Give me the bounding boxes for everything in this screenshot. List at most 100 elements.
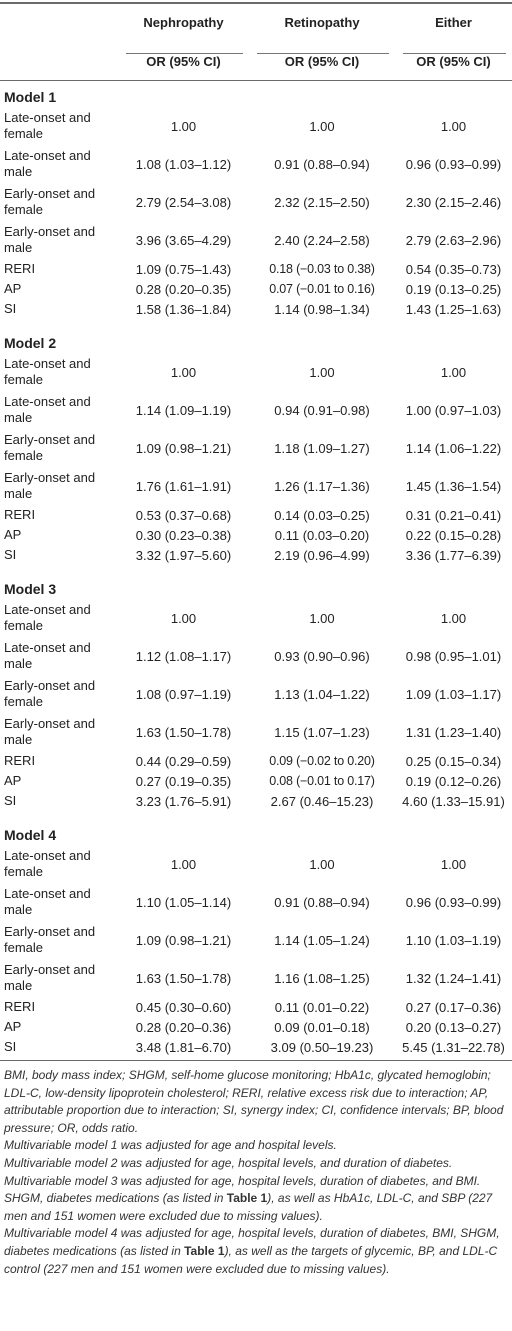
header-rule bbox=[0, 80, 512, 81]
table1-reference: Table 1 bbox=[184, 1243, 225, 1258]
row-label: Early-onset and male bbox=[4, 224, 96, 255]
cell-retinopathy: 1.00 bbox=[309, 118, 335, 134]
table-row: SI 3.48 (1.81–6.70) 3.09 (0.50–19.23) 5.45 … bbox=[0, 1037, 512, 1057]
table-row: AP 0.28 (0.20–0.36) 0.09 (0.01–0.18) 0.20 (… bbox=[0, 1017, 512, 1037]
model-section: Model 4 Late-onset and female 1.00 1.00 1.00… bbox=[0, 819, 512, 1057]
cell-nephropathy: 1.00 bbox=[170, 118, 197, 134]
cell-retinopathy: 0.93 (0.90–0.96) bbox=[274, 648, 370, 664]
cell-nephropathy: 1.63 (1.50–1.78) bbox=[135, 724, 232, 740]
model-title: Model 1 bbox=[4, 89, 57, 105]
cell-nephropathy: 3.32 (1.97–5.60) bbox=[135, 547, 232, 563]
row-label: Early-onset and male bbox=[4, 962, 96, 993]
cell-retinopathy: 0.18 (−0.03 to 0.38) bbox=[269, 262, 375, 276]
cell-nephropathy: 3.96 (3.65–4.29) bbox=[135, 232, 232, 248]
cell-nephropathy: 1.08 (1.03–1.12) bbox=[135, 156, 232, 172]
table-row: Late-onset and female 1.00 1.00 1.00 bbox=[0, 353, 512, 391]
header-either: Either bbox=[435, 15, 472, 30]
row-label: RERI bbox=[4, 753, 36, 768]
row-label: SI bbox=[4, 793, 17, 808]
cell-nephropathy: 1.08 (0.97–1.19) bbox=[135, 686, 232, 702]
cell-nephropathy: 0.44 (0.29–0.59) bbox=[135, 753, 232, 769]
cell-either: 1.00 bbox=[440, 118, 467, 134]
footnote-model1: Multivariable model 1 was adjusted for a… bbox=[4, 1138, 337, 1153]
cell-nephropathy: 1.00 bbox=[170, 364, 197, 380]
cell-either: 1.31 (1.23–1.40) bbox=[405, 724, 502, 740]
table-row: SI 1.58 (1.36–1.84) 1.14 (0.98–1.34) 1.43 (… bbox=[0, 299, 512, 319]
cell-either: 1.32 (1.24–1.41) bbox=[405, 970, 502, 986]
section-gap bbox=[0, 565, 512, 573]
row-label: Early-onset and male bbox=[4, 470, 96, 501]
table-row: AP 0.27 (0.19–0.35) 0.08 (−0.01 to 0.17) 0.… bbox=[0, 771, 512, 791]
cell-either: 1.09 (1.03–1.17) bbox=[405, 686, 502, 702]
cell-either: 1.43 (1.25–1.63) bbox=[405, 301, 502, 317]
cell-nephropathy: 1.14 (1.09–1.19) bbox=[135, 402, 232, 418]
subheader-or-either: OR (95% CI) bbox=[395, 53, 512, 69]
table-row: Late-onset and female 1.00 1.00 1.00 bbox=[0, 107, 512, 145]
table-row: Late-onset and female 1.00 1.00 1.00 bbox=[0, 845, 512, 883]
table-row: Late-onset and male 1.08 (1.03–1.12) 0.91 … bbox=[0, 145, 512, 183]
table-row: Early-onset and male 1.63 (1.50–1.78) 1.15… bbox=[0, 713, 512, 751]
header-nephropathy: Nephropathy bbox=[143, 15, 224, 30]
cell-retinopathy: 1.26 (1.17–1.36) bbox=[274, 478, 370, 494]
table-row: SI 3.23 (1.76–5.91) 2.67 (0.46–15.23) 4.60 … bbox=[0, 791, 512, 811]
footnote-model2: Multivariable model 2 was adjusted for a… bbox=[4, 1155, 453, 1170]
cell-retinopathy: 0.11 (0.01–0.22) bbox=[274, 999, 370, 1015]
cell-nephropathy: 2.79 (2.54–3.08) bbox=[135, 194, 232, 210]
table-row: Late-onset and male 1.10 (1.05–1.14) 0.91 … bbox=[0, 883, 512, 921]
cell-nephropathy: 1.00 bbox=[170, 856, 197, 872]
table-footnotes: BMI, body mass index; SHGM, self-home gl… bbox=[0, 1061, 512, 1278]
cell-either: 4.60 (1.33–15.91) bbox=[402, 793, 505, 809]
row-label: RERI bbox=[4, 261, 36, 276]
cell-either: 0.54 (0.35–0.73) bbox=[405, 261, 502, 277]
cell-nephropathy: 1.76 (1.61–1.91) bbox=[135, 478, 232, 494]
cell-retinopathy: 0.94 (0.91–0.98) bbox=[274, 402, 370, 418]
cell-retinopathy: 2.32 (2.15–2.50) bbox=[274, 194, 370, 210]
cell-retinopathy: 2.40 (2.24–2.58) bbox=[274, 232, 370, 248]
cell-nephropathy: 1.10 (1.05–1.14) bbox=[135, 894, 232, 910]
cell-retinopathy: 3.09 (0.50–19.23) bbox=[270, 1039, 374, 1055]
row-label: AP bbox=[4, 281, 22, 296]
table-row: Early-onset and female 1.09 (0.98–1.21) 1.… bbox=[0, 429, 512, 467]
row-label: Early-onset and female bbox=[4, 186, 96, 217]
row-label: Early-onset and female bbox=[4, 678, 96, 709]
cell-retinopathy: 1.13 (1.04–1.22) bbox=[274, 686, 370, 702]
cell-either: 0.19 (0.13–0.25) bbox=[405, 281, 502, 297]
cell-nephropathy: 0.53 (0.37–0.68) bbox=[135, 507, 232, 523]
footnote-model3: Multivariable model 3 was adjusted for a… bbox=[4, 1173, 493, 1223]
cell-either: 0.25 (0.15–0.34) bbox=[405, 753, 502, 769]
table-row: SI 3.32 (1.97–5.60) 2.19 (0.96–4.99) 3.36 (… bbox=[0, 545, 512, 565]
cell-retinopathy: 0.14 (0.03–0.25) bbox=[274, 507, 370, 523]
model-title: Model 3 bbox=[4, 581, 57, 597]
table-row: Early-onset and female 2.79 (2.54–3.08) 2.… bbox=[0, 183, 512, 221]
top-rule bbox=[0, 2, 512, 4]
cell-either: 0.22 (0.15–0.28) bbox=[405, 527, 502, 543]
cell-retinopathy: 0.91 (0.88–0.94) bbox=[274, 156, 370, 172]
row-label: AP bbox=[4, 527, 22, 542]
table-row: Late-onset and female 1.00 1.00 1.00 bbox=[0, 599, 512, 637]
cell-nephropathy: 3.23 (1.76–5.91) bbox=[135, 793, 232, 809]
row-label: Late-onset and male bbox=[4, 640, 91, 671]
row-label: SI bbox=[4, 1039, 17, 1054]
cell-either: 0.98 (0.95–1.01) bbox=[405, 648, 502, 664]
section-gap bbox=[0, 811, 512, 819]
cell-either: 1.10 (1.03–1.19) bbox=[405, 932, 502, 948]
cell-either: 1.00 bbox=[440, 610, 467, 626]
model-sections: Model 1 Late-onset and female 1.00 1.00 1.00… bbox=[0, 81, 512, 1057]
row-label: Late-onset and male bbox=[4, 886, 91, 917]
footnote-abbreviations: BMI, body mass index; SHGM, self-home gl… bbox=[4, 1068, 504, 1135]
header-retinopathy: Retinopathy bbox=[284, 15, 360, 30]
cell-retinopathy: 1.00 bbox=[309, 610, 335, 626]
cell-either: 0.19 (0.12–0.26) bbox=[405, 773, 502, 789]
cell-retinopathy: 2.67 (0.46–15.23) bbox=[270, 793, 374, 809]
cell-retinopathy: 1.14 (0.98–1.34) bbox=[274, 301, 370, 317]
table-row: Early-onset and male 1.63 (1.50–1.78) 1.16… bbox=[0, 959, 512, 997]
cell-either: 1.00 (0.97–1.03) bbox=[405, 402, 502, 418]
cell-retinopathy: 1.18 (1.09–1.27) bbox=[274, 440, 370, 456]
table-row: Early-onset and female 1.08 (0.97–1.19) 1.… bbox=[0, 675, 512, 713]
cell-either: 3.36 (1.77–6.39) bbox=[405, 547, 502, 563]
cell-retinopathy: 1.15 (1.07–1.23) bbox=[274, 724, 370, 740]
subheader-or-retinopathy: OR (95% CI) bbox=[249, 53, 395, 69]
table-row: Early-onset and female 1.09 (0.98–1.21) 1.… bbox=[0, 921, 512, 959]
cell-retinopathy: 1.00 bbox=[309, 856, 335, 872]
cell-retinopathy: 1.14 (1.05–1.24) bbox=[274, 932, 370, 948]
